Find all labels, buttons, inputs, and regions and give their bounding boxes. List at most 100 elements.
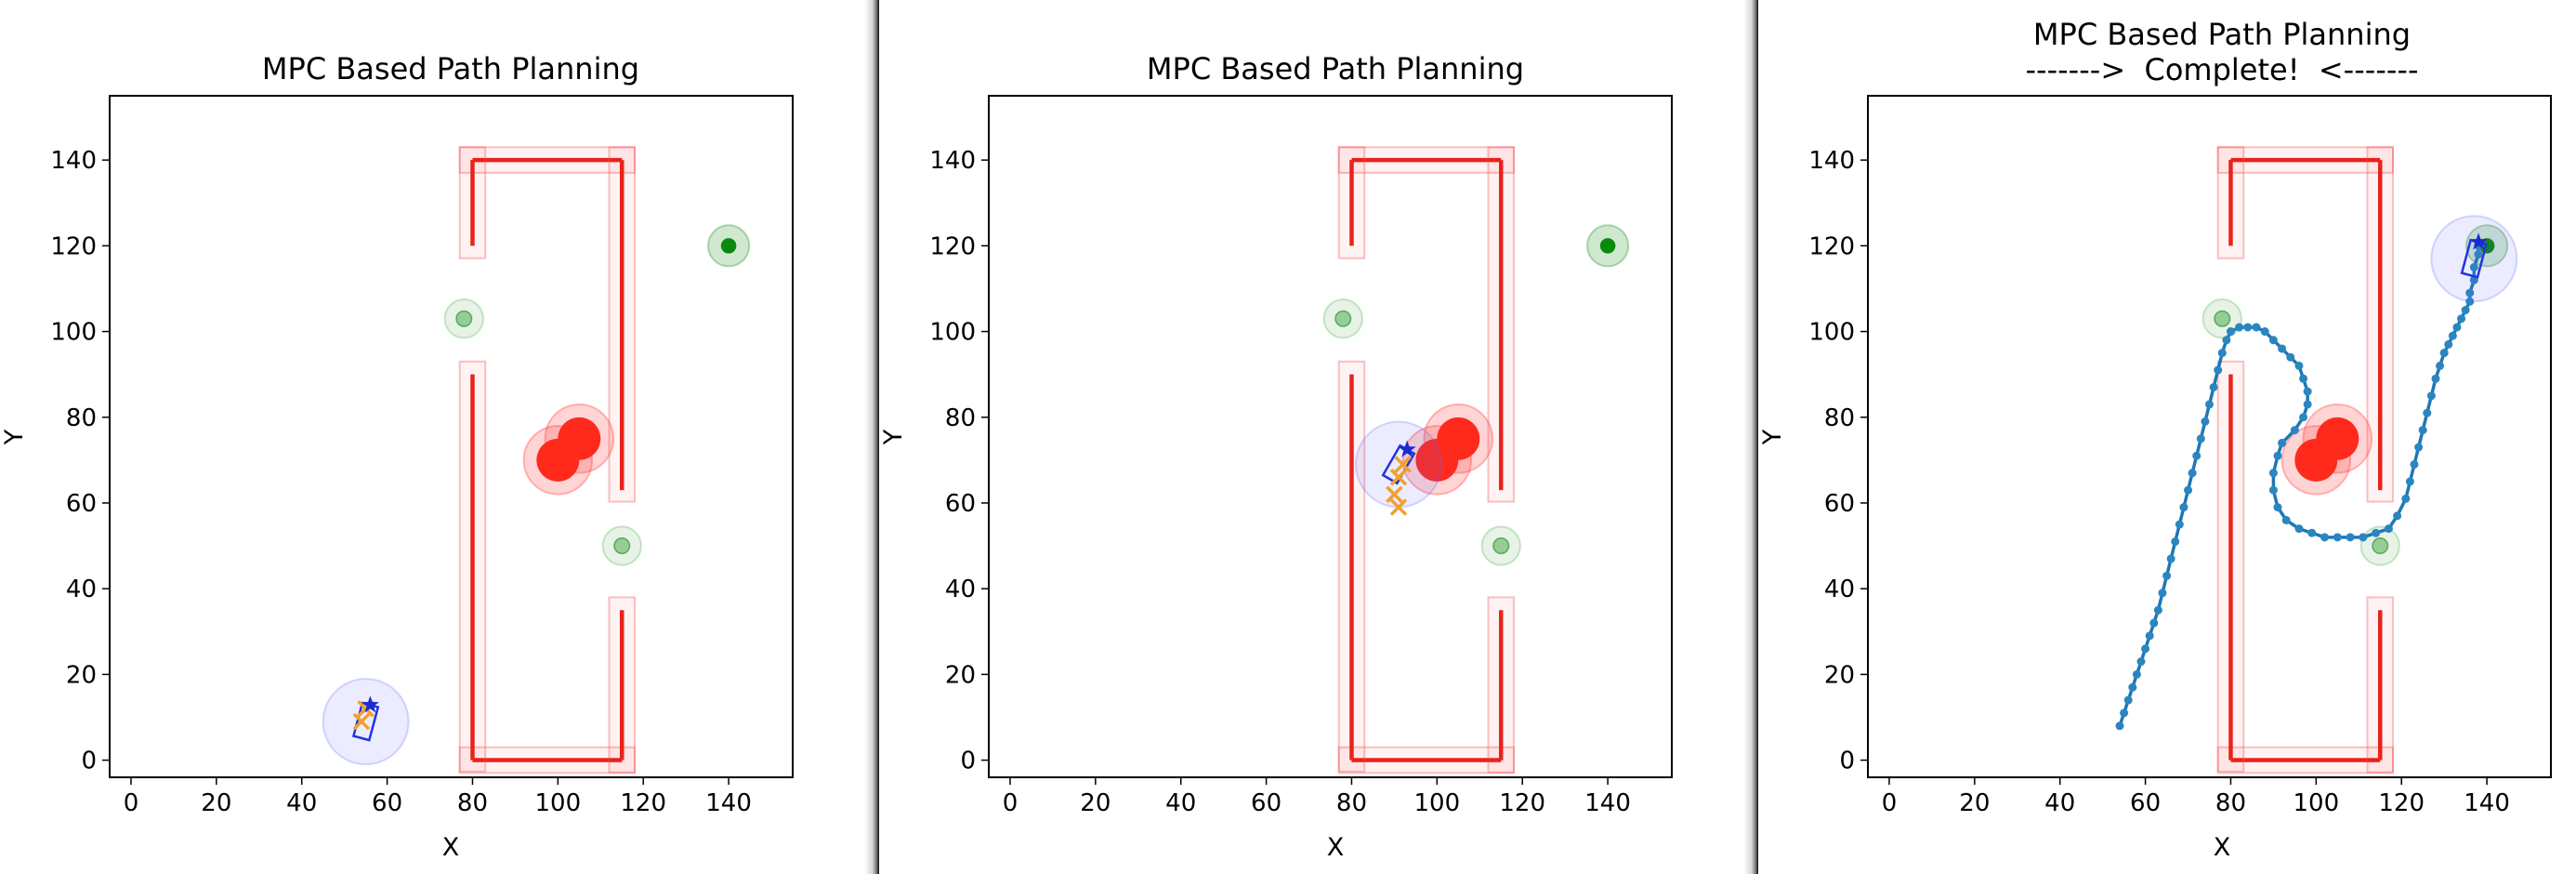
predicted-mark-stroke [1394, 456, 1412, 473]
trajectory-point [2192, 451, 2201, 460]
panel-separator [864, 0, 879, 874]
trajectory-point [2423, 408, 2432, 417]
trajectory-point [2439, 349, 2449, 358]
plot-area [2115, 146, 2518, 775]
predicted-mark [1389, 498, 1408, 516]
trajectory-point [2333, 533, 2342, 542]
robot-heading-star [361, 695, 379, 713]
chart-title: MPC Based Path Planning [1147, 51, 1524, 86]
trajectory-point [2452, 323, 2462, 332]
chart-2: MPC Based Path Planning X Y 0 20 40 60 80 100… [879, 51, 1673, 862]
x-tick-label: 140 [1584, 789, 1631, 817]
static-obstacle-margin [1322, 298, 1363, 339]
trajectory-line [2118, 245, 2480, 727]
trajectory-point [2201, 417, 2210, 426]
robot-safety-radius [1355, 420, 1442, 509]
axes-frame [1867, 95, 2552, 778]
trajectory-point [2444, 339, 2453, 349]
trajectory-point [2252, 323, 2261, 332]
x-tick-label: 20 [1080, 789, 1111, 817]
y-tick-label: 120 [1808, 232, 1855, 260]
trajectory-point [2320, 533, 2330, 542]
trajectory-point [2260, 327, 2269, 337]
x-tick-label: 80 [457, 789, 488, 817]
y-axis-label: Y [0, 429, 29, 445]
trajectory-point [2145, 631, 2154, 641]
trajectory-point [2426, 391, 2436, 401]
y-tick-label: 40 [945, 576, 976, 603]
trajectory-point [2175, 520, 2184, 529]
plot-area [322, 146, 751, 775]
y-tick-label: 120 [929, 232, 976, 260]
y-tick-label: 140 [50, 147, 97, 175]
trajectory-point [2474, 250, 2483, 259]
chart-1: MPC Based Path Planning X Y 0 20 40 60 80 100… [0, 51, 794, 862]
robot-heading-star [2469, 232, 2488, 250]
x-tick-label: 60 [372, 789, 402, 817]
y-tick-label: 60 [66, 490, 97, 518]
axes-frame [109, 95, 794, 778]
trajectory-point [2166, 554, 2175, 563]
robot-safety-radius [2430, 215, 2518, 303]
x-tick-label: 40 [1165, 789, 1196, 817]
trajectory-point [2205, 400, 2214, 409]
trajectory-point [2136, 657, 2146, 667]
trajectory-point [2179, 503, 2188, 512]
x-tick-label: 0 [124, 789, 139, 817]
static-obstacle [613, 537, 631, 555]
static-obstacle-margin [1480, 525, 1521, 566]
trajectory-point [2209, 382, 2218, 391]
y-tick-label: 40 [1824, 576, 1855, 603]
trajectory-point [2171, 536, 2180, 546]
trajectory-point [2273, 503, 2282, 512]
static-obstacle [1334, 310, 1352, 327]
y-tick-label: 120 [50, 232, 97, 260]
x-tick-label: 140 [705, 789, 752, 817]
trajectory-point [2286, 352, 2295, 362]
x-tick-label: 20 [201, 789, 231, 817]
predicted-mark [352, 712, 371, 731]
robot-safety-radius [322, 678, 410, 766]
x-tick-label: 80 [1336, 789, 1367, 817]
trajectory-point [2290, 426, 2299, 435]
trajectory-point [2278, 344, 2287, 353]
dynamic-obstacle [558, 417, 601, 460]
trajectory-point [2384, 524, 2393, 534]
trajectory-point [2448, 331, 2457, 340]
predicted-mark-stroke [352, 712, 371, 731]
x-tick-label: 40 [2044, 789, 2075, 817]
trajectory-point [2303, 400, 2312, 409]
x-tick-label: 80 [2215, 789, 2246, 817]
trajectory-point [2162, 571, 2172, 580]
x-tick-label: 0 [1882, 789, 1898, 817]
trajectory-point [2278, 438, 2287, 447]
trajectory-point [2299, 374, 2308, 383]
y-tick-label: 100 [929, 319, 976, 347]
trajectory-point [2457, 314, 2466, 324]
trajectory-point [2465, 288, 2475, 298]
trajectory-point [2307, 528, 2317, 537]
y-tick-label: 140 [1808, 147, 1855, 175]
trajectory-point [2141, 644, 2150, 654]
trajectory-point [2281, 515, 2291, 524]
y-tick-label: 40 [66, 576, 97, 603]
chart-panel-1: MPC Based Path Planning X Y 0 20 40 60 80 100… [0, 0, 864, 874]
y-tick-label: 20 [1824, 661, 1855, 689]
x-tick-label: 60 [2130, 789, 2161, 817]
chart-panel-3: MPC Based Path Planning -------> Complet… [1758, 0, 2576, 874]
trajectory-point [2226, 327, 2235, 337]
trajectory-point [2273, 451, 2282, 460]
x-axis-label: X [442, 833, 460, 862]
goal-point [720, 238, 737, 254]
x-tick-label: 120 [2378, 789, 2425, 817]
y-axis-label: Y [879, 429, 908, 445]
x-tick-label: 120 [620, 789, 666, 817]
trajectory-point [2299, 413, 2308, 422]
y-tick-label: 0 [81, 748, 97, 775]
static-obstacle [1492, 537, 1510, 555]
y-tick-label: 100 [1808, 319, 1855, 347]
trajectory-point [2465, 297, 2475, 306]
y-tick-label: 80 [1824, 404, 1855, 432]
y-tick-label: 80 [945, 404, 976, 432]
predicted-mark-stroke [1386, 485, 1403, 503]
